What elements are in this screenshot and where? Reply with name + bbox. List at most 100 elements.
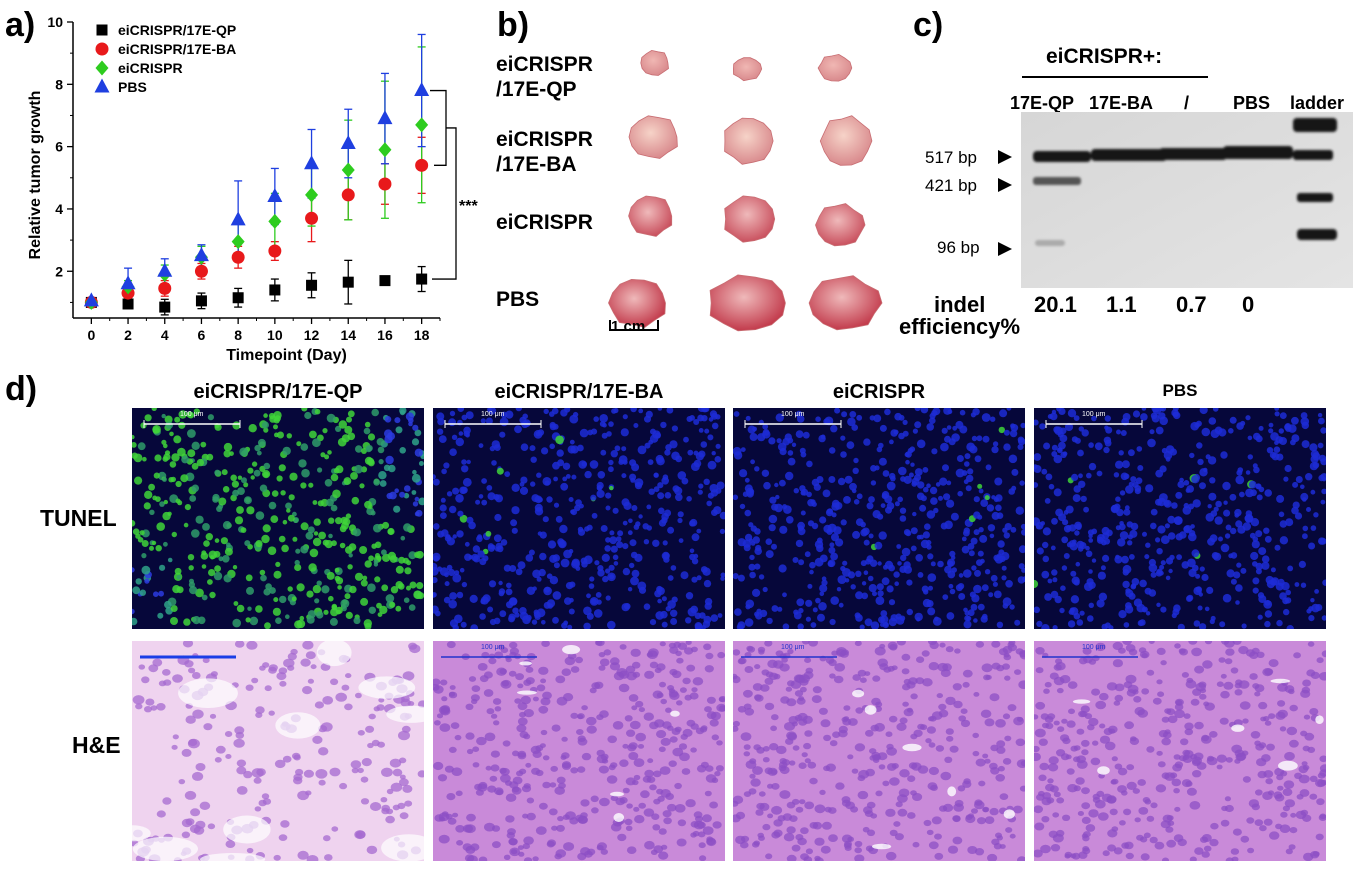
data-point-square xyxy=(379,275,391,287)
tumor-photo xyxy=(724,117,774,165)
data-point-square xyxy=(122,298,134,310)
data-point-square xyxy=(269,284,281,296)
x-tick-label: 16 xyxy=(377,327,393,343)
micrograph-scale-label: 100 μm xyxy=(481,411,505,418)
significance-label: *** xyxy=(459,198,478,215)
data-point-diamond xyxy=(415,117,429,133)
data-point-diamond xyxy=(305,187,319,203)
data-point-triangle xyxy=(414,82,430,97)
tunel-micrograph: 100 μm xyxy=(132,408,424,629)
chart-axes: 0 2 4 6 8 10 12 14 16 18 2 4 6 8 10 xyxy=(47,14,441,343)
x-tick-label: 10 xyxy=(267,327,283,343)
column-label-pbs: PBS xyxy=(1162,381,1198,400)
legend-entry: eiCRISPR/17E-BA xyxy=(118,41,236,57)
chart-legend: eiCRISPR/17E-QP eiCRISPR/17E-BA eiCRISPR PB… xyxy=(94,22,236,95)
data-point-triangle xyxy=(193,247,209,262)
panel-b-label: b) xyxy=(497,6,530,44)
y-tick-label: 8 xyxy=(55,76,63,92)
data-point-diamond xyxy=(341,162,355,178)
x-tick-label: 6 xyxy=(198,327,206,343)
y-axis-label: Relative tumor growth xyxy=(27,91,44,260)
y-tick-label: 10 xyxy=(47,14,63,30)
data-point-diamond xyxy=(268,213,282,229)
lane-label-17e-qp: 17E-QP xyxy=(1010,93,1075,113)
data-point-square xyxy=(416,273,428,285)
indel-value-eicrispr: 0.7 xyxy=(1176,292,1207,317)
tumor-photo xyxy=(819,115,873,166)
column-label-eicrispr: eiCRISPR xyxy=(832,381,926,403)
data-point-square xyxy=(195,295,207,307)
scale-bar-1cm xyxy=(609,320,659,331)
panel-d-label: d) xyxy=(5,370,38,408)
data-point-square xyxy=(342,276,354,288)
x-tick-label: 14 xyxy=(340,327,356,343)
data-point-circle xyxy=(194,264,208,278)
panel-c-label: c) xyxy=(913,6,944,44)
band-label-421: 421 bp xyxy=(925,176,977,195)
micrograph-scale-label: 100 μm xyxy=(1082,411,1106,418)
x-tick-label: 2 xyxy=(124,327,132,343)
column-label-qp: eiCRISPR/17E-QP xyxy=(193,381,363,403)
x-tick-label: 4 xyxy=(161,327,169,343)
data-point-triangle xyxy=(120,275,136,290)
data-point-circle xyxy=(268,244,282,258)
tumor-photo xyxy=(608,278,666,328)
tumor-row-label-pbs: PBS xyxy=(496,288,540,311)
tumor-photo xyxy=(732,57,763,82)
series-square xyxy=(87,259,426,316)
x-tick-label: 12 xyxy=(304,327,320,343)
tumor-photo xyxy=(628,115,678,159)
tunel-micrograph: 100 μm xyxy=(1034,408,1326,629)
data-point-circle xyxy=(158,281,172,295)
panel-a-label: a) xyxy=(5,6,36,44)
group-underline xyxy=(1022,76,1208,78)
significance-brackets: *** xyxy=(430,89,478,280)
legend-entry: PBS xyxy=(118,79,147,95)
tumor-row-label-qp: eiCRISPR/17E-QP xyxy=(496,53,593,102)
x-tick-label: 18 xyxy=(414,327,430,343)
data-point-square xyxy=(306,279,318,291)
x-tick-label: 0 xyxy=(87,327,95,343)
data-point-circle xyxy=(341,188,355,202)
series-markers-triangle xyxy=(83,82,430,307)
lane-label-pbs: PBS xyxy=(1233,93,1271,113)
tumor-photo xyxy=(808,275,883,331)
micrograph-scale-label: 100 μm xyxy=(781,644,805,651)
micrograph-scale-label: 100 μm xyxy=(1082,644,1106,651)
data-point-diamond xyxy=(231,234,245,250)
data-point-circle xyxy=(231,250,245,264)
data-point-triangle xyxy=(267,187,283,202)
data-point-triangle xyxy=(340,135,356,150)
y-tick-label: 4 xyxy=(55,201,63,217)
tunel-micrograph: 100 μm xyxy=(433,408,725,629)
x-tick-label: 8 xyxy=(234,327,242,343)
gel-group-label: eiCRISPR+: xyxy=(1046,45,1163,68)
data-point-triangle xyxy=(83,292,99,307)
x-axis-label: Timepoint (Day) xyxy=(226,347,347,364)
tumor-photo xyxy=(724,195,776,243)
indel-value-17e-qp: 20.1 xyxy=(1034,292,1077,317)
series-markers-diamond xyxy=(84,117,429,310)
indel-label-line2: efficiency% xyxy=(899,314,1021,339)
he-micrograph xyxy=(132,641,424,861)
y-tick-label: 6 xyxy=(55,139,63,155)
tumor-photo xyxy=(709,274,786,332)
legend-entry: eiCRISPR xyxy=(118,60,183,76)
data-point-square xyxy=(159,301,171,313)
series-circle xyxy=(87,136,426,307)
he-micrograph: 100 μm xyxy=(733,641,1025,861)
data-point-triangle xyxy=(230,211,246,226)
data-point-diamond xyxy=(378,142,392,158)
lane-label-17e-ba: 17E-BA xyxy=(1089,93,1154,113)
tumor-growth-chart: 0 2 4 6 8 10 12 14 16 18 2 4 6 8 10 Timepoint (Day) Rela… xyxy=(27,14,478,364)
data-point-triangle xyxy=(94,78,110,93)
data-point-circle xyxy=(415,158,429,172)
indel-value-17e-ba: 1.1 xyxy=(1106,292,1137,317)
data-point-square xyxy=(232,292,244,304)
he-micrograph: 100 μm xyxy=(433,641,725,861)
micrograph-scale-label: 100 μm xyxy=(781,411,805,418)
tumor-photo xyxy=(817,53,853,82)
gel-image xyxy=(1021,112,1353,288)
row-label-tunel: TUNEL xyxy=(40,505,117,531)
band-label-517: 517 bp xyxy=(925,148,977,167)
